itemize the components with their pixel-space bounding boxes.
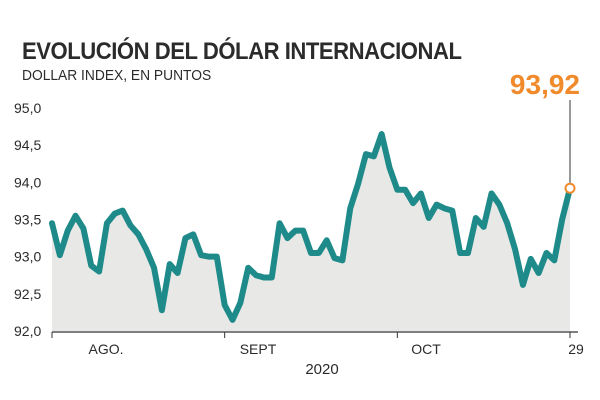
- x-axis-label: 2020: [305, 361, 338, 378]
- chart-title: EVOLUCIÓN DEL DÓLAR INTERNACIONAL: [22, 38, 462, 65]
- last-value-label: 93,92: [510, 69, 580, 100]
- y-tick-label: 94,5: [14, 137, 41, 153]
- y-tick-label: 95,0: [14, 100, 41, 116]
- y-tick-label: 92,0: [14, 323, 41, 339]
- last-value-point: [564, 182, 576, 194]
- y-tick-label: 92,5: [14, 286, 41, 302]
- y-tick-label: 94,0: [14, 174, 41, 190]
- x-tick-label: OCT: [411, 341, 441, 357]
- y-tick-label: 93,0: [14, 249, 41, 265]
- x-tick-label: SEPT: [240, 341, 277, 357]
- x-tick-label: AGO.: [88, 341, 123, 357]
- series-line: [49, 131, 573, 323]
- y-tick-label: 93,5: [14, 212, 41, 228]
- chart-subtitle: DOLLAR INDEX, EN PUNTOS: [22, 67, 212, 84]
- x-tick-label: 29: [568, 341, 584, 357]
- series-area: [52, 134, 570, 331]
